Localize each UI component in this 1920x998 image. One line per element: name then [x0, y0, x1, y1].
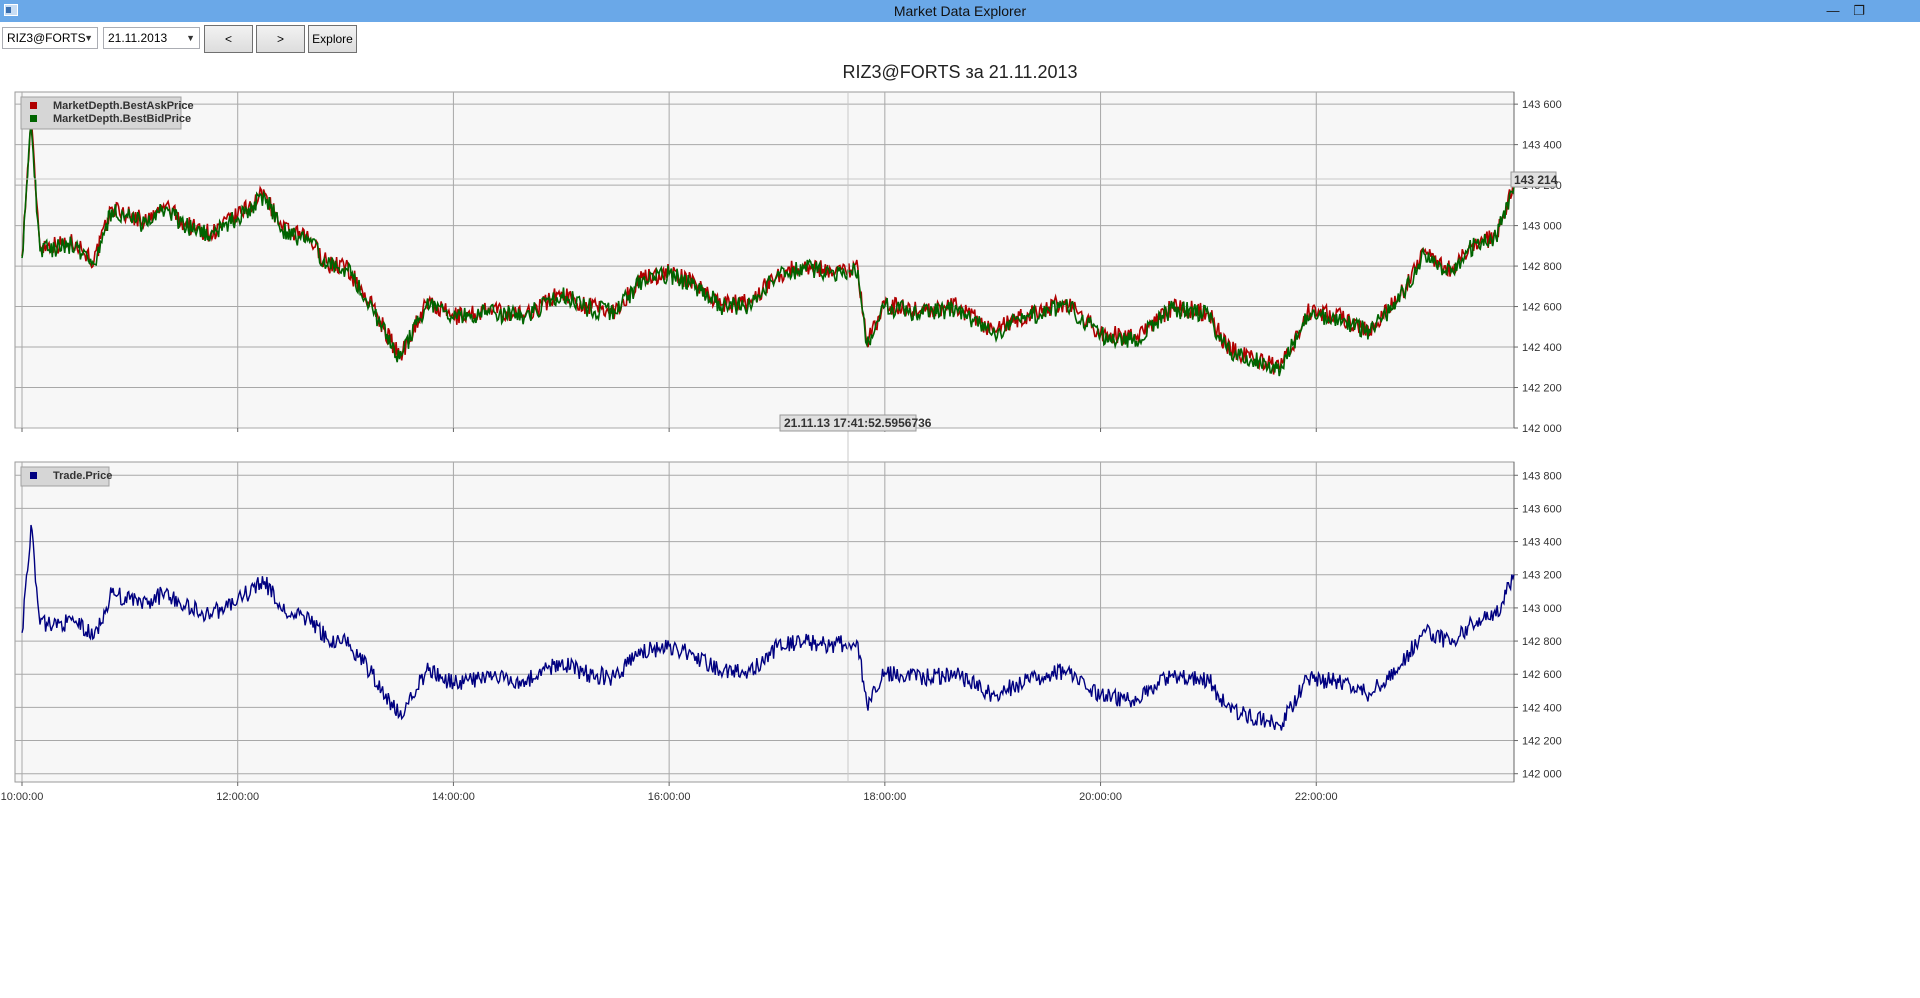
page-title: RIZ3@FORTS за 21.11.2013 [842, 62, 1078, 82]
x-tick-label: 12:00:00 [216, 791, 259, 803]
cursor-price-badge [1510, 171, 1557, 188]
y-tick-label: 143 600 [1522, 503, 1562, 515]
legend-label: MarketDepth.BestAskPrice [53, 100, 194, 112]
app-icon [4, 4, 18, 16]
chevron-down-icon: ▼ [84, 33, 93, 43]
y-tick-label: 142 800 [1522, 261, 1562, 273]
y-tick-label: 142 400 [1522, 342, 1562, 354]
prev-day-button[interactable]: < [204, 25, 253, 53]
explore-button[interactable]: Explore [308, 25, 357, 53]
cursor-price-label: 143 214 [1514, 173, 1558, 187]
restore-icon[interactable]: ❐ [1853, 3, 1865, 18]
date-select-value: 21.11.2013 [108, 31, 168, 45]
legend-swatch [30, 115, 37, 122]
x-tick-label: 14:00:00 [432, 791, 475, 803]
y-tick-label: 143 400 [1522, 537, 1562, 549]
series-line [21, 124, 1515, 377]
y-tick-label: 143 200 [1522, 570, 1562, 582]
x-tick-label: 18:00:00 [863, 791, 906, 803]
y-tick-label: 142 600 [1522, 302, 1562, 314]
security-select-value: RIZ3@FORTS [7, 31, 86, 45]
cursor-overlay: 143 214 21.11.13 17:41:52.5956736 [15, 92, 1558, 782]
y-tick-label: 142 800 [1522, 636, 1562, 648]
toolbar: RIZ3@FORTS ▼ 21.11.2013 ▼ < > Explore [0, 22, 1920, 57]
legend-label: MarketDepth.BestBidPrice [53, 113, 191, 125]
y-tick-label: 142 600 [1522, 669, 1562, 681]
legend-box [20, 96, 182, 130]
cursor-time-label: 21.11.13 17:41:52.5956736 [784, 416, 932, 430]
y-tick-label: 142 400 [1522, 702, 1562, 714]
next-day-button[interactable]: > [256, 25, 305, 53]
trades-chart[interactable]: 143 800 143 600 143 400 143 200 143 000 142 8… [1, 461, 1562, 803]
legend-swatch [30, 472, 37, 479]
x-tick-label: 10:00:00 [1, 791, 44, 803]
y-tick-label: 143 000 [1522, 221, 1562, 233]
y-tick-label: 142 200 [1522, 736, 1562, 748]
y-tick-label: 143 600 [1522, 99, 1562, 111]
legend-box [20, 466, 110, 487]
x-tick-label: 16:00:00 [648, 791, 691, 803]
y-tick-label: 142 000 [1522, 769, 1562, 781]
y-tick-label: 142 200 [1522, 383, 1562, 395]
security-select[interactable]: RIZ3@FORTS ▼ [2, 27, 98, 49]
legend-label: Trade.Price [53, 470, 112, 482]
x-tick-label: 20:00:00 [1079, 791, 1122, 803]
date-select[interactable]: 21.11.2013 ▼ [103, 27, 200, 49]
plot-area [14, 91, 1515, 429]
y-tick-label: 143 400 [1522, 140, 1562, 152]
x-tick-label: 22:00:00 [1295, 791, 1338, 803]
cursor-time-badge [779, 414, 917, 432]
minimize-icon[interactable]: — [1826, 3, 1840, 18]
window-title: Market Data Explorer [893, 3, 1027, 19]
y-tick-label: 143 800 [1522, 470, 1562, 482]
chevron-down-icon: ▼ [186, 33, 195, 43]
y-tick-label: 143 000 [1522, 603, 1562, 615]
legend-swatch [30, 102, 37, 109]
y-tick-label: 142 000 [1522, 423, 1562, 435]
plot-area [14, 461, 1515, 783]
window-titlebar: Market Data Explorer — ❐ [0, 0, 1920, 22]
series-line [21, 524, 1515, 731]
